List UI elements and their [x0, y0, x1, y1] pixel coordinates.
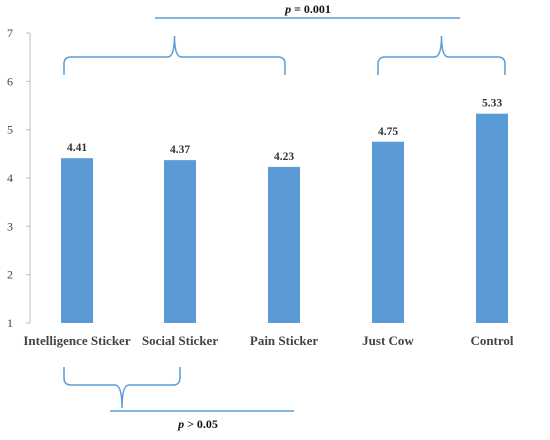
y-tick-label: 7 [7, 26, 13, 40]
y-tick-label: 3 [7, 219, 13, 233]
y-axis: 1 2 3 4 5 6 7 [7, 26, 31, 330]
x-axis: Intelligence Sticker Social Sticker Pain S… [23, 333, 514, 348]
bar [372, 141, 404, 323]
y-tick-label: 1 [7, 316, 13, 330]
bracket-bottom [63, 367, 181, 409]
bracket-stickers-group [63, 35, 286, 75]
bar [476, 113, 508, 323]
y-tick-label: 2 [7, 268, 13, 282]
bars [61, 113, 508, 323]
data-label: 4.75 [378, 126, 398, 138]
category-label: Pain Sticker [250, 333, 318, 348]
data-label: 4.41 [67, 142, 87, 154]
data-label: 5.33 [482, 98, 502, 110]
y-tick-label: 5 [7, 123, 13, 137]
y-tick-label: 6 [7, 74, 13, 88]
p-value-label-bottom: p > 0.05 [177, 417, 218, 431]
data-labels: 4.41 4.37 4.23 4.75 5.33 [67, 98, 502, 163]
bar [61, 158, 93, 323]
bar [164, 160, 196, 323]
y-tick-label: 4 [7, 171, 13, 185]
category-label: Just Cow [362, 333, 414, 348]
data-label: 4.23 [274, 151, 294, 163]
category-label: Intelligence Sticker [23, 333, 130, 348]
category-label: Social Sticker [142, 333, 218, 348]
data-label: 4.37 [170, 144, 190, 156]
p-value-label-top: p = 0.001 [284, 2, 331, 16]
significance-annotations: p = 0.001 p > 0.05 [63, 2, 506, 431]
category-label: Control [470, 333, 513, 348]
bar [268, 166, 300, 323]
bracket-control-group [377, 35, 506, 75]
